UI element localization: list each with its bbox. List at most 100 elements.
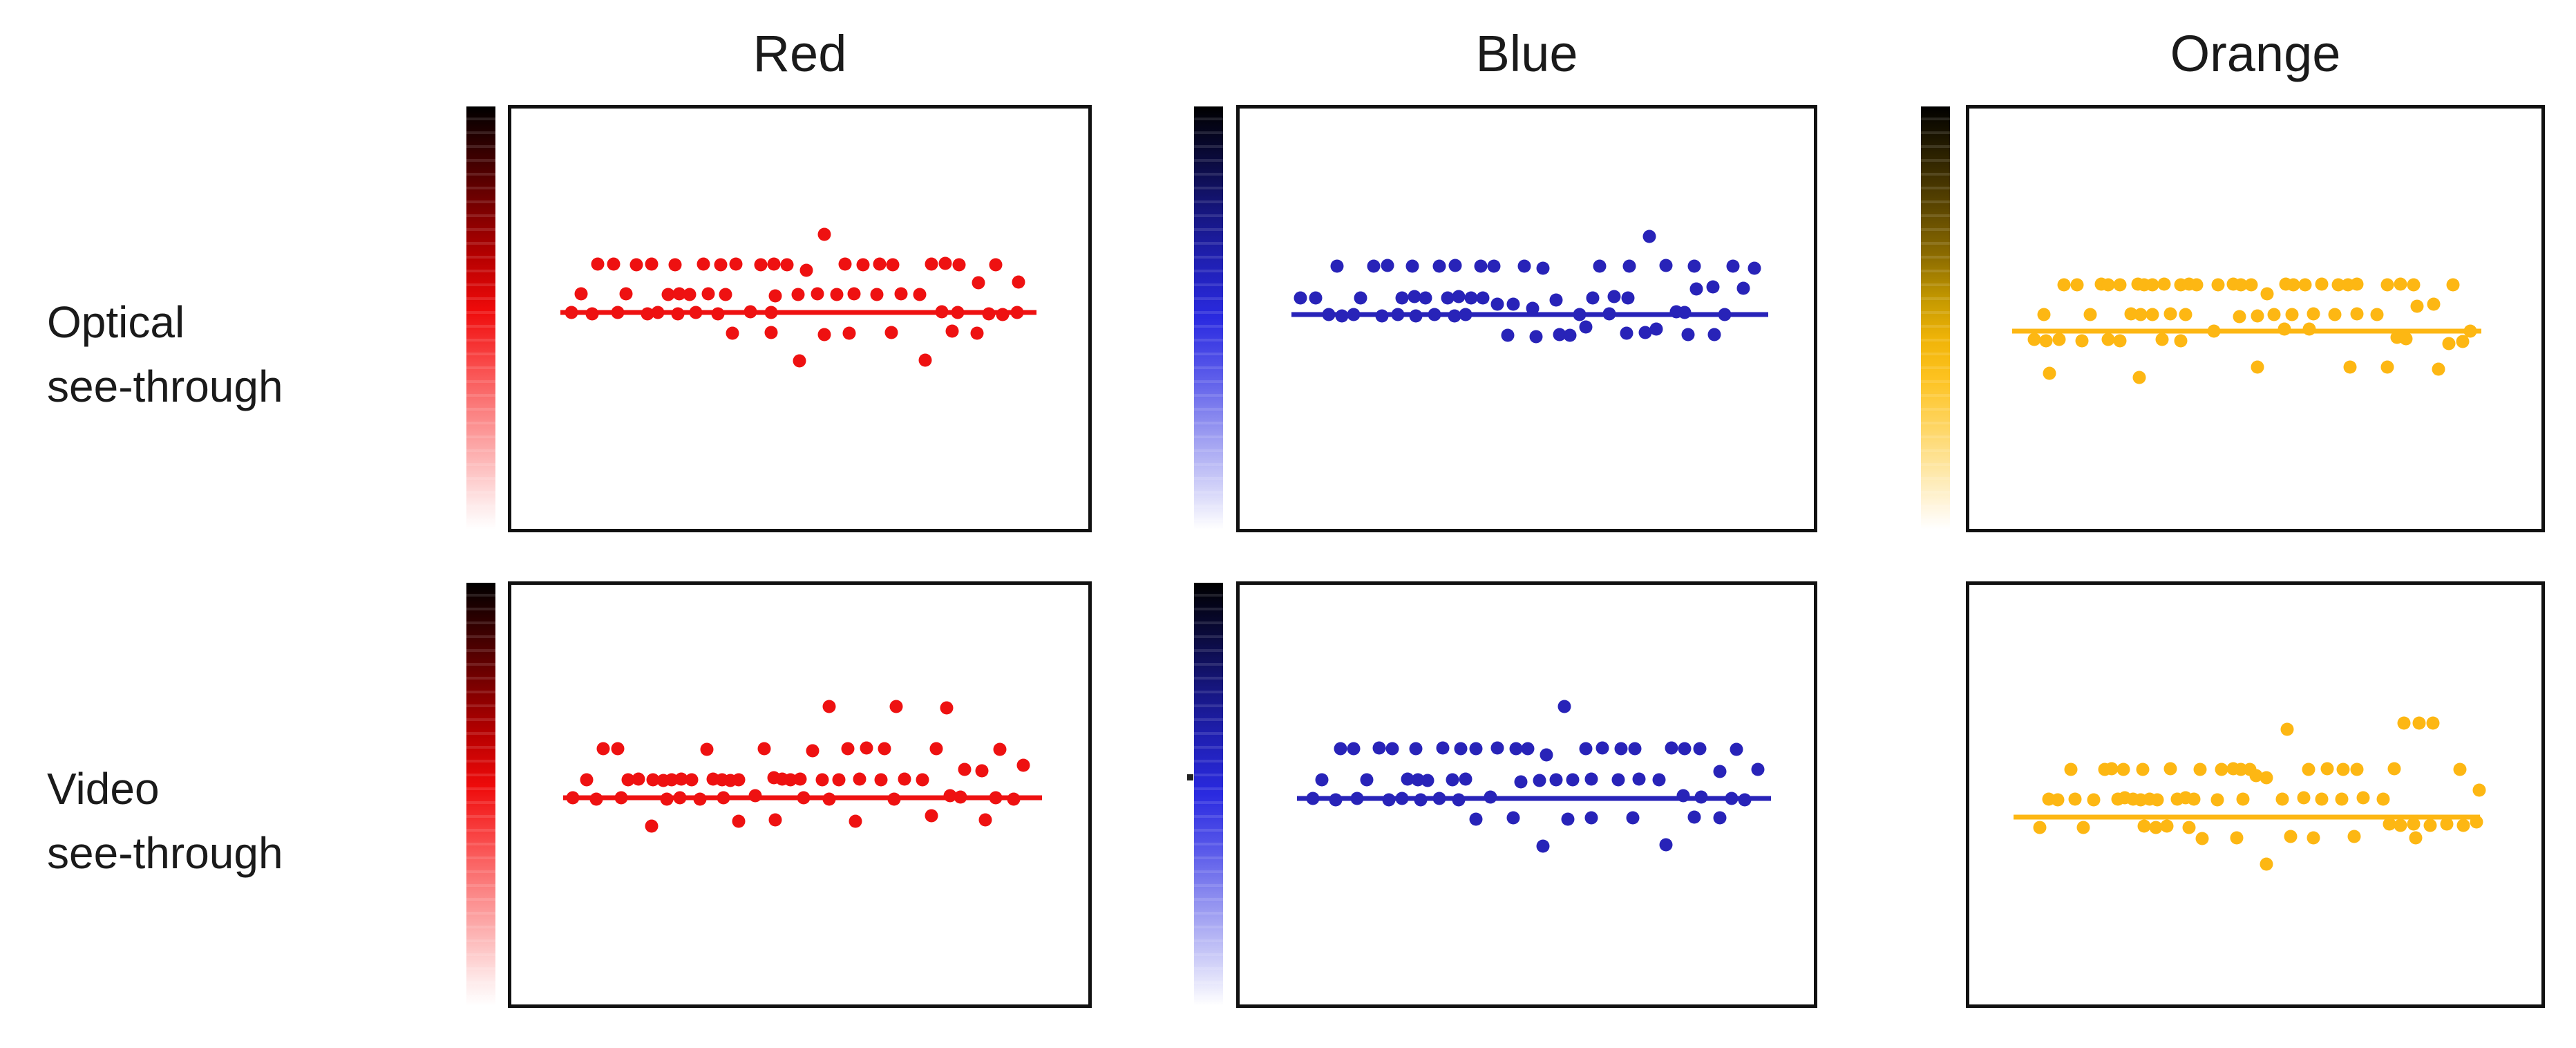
trend-line (1297, 796, 1772, 801)
data-point (940, 701, 954, 715)
data-point (838, 257, 852, 271)
data-point (1382, 793, 1396, 807)
data-point (972, 276, 985, 290)
data-point (1628, 742, 1642, 756)
data-point (1506, 297, 1520, 311)
column-title-orange: Orange (2170, 25, 2341, 82)
data-point (589, 792, 603, 806)
data-point (1347, 308, 1361, 321)
data-point (1736, 281, 1750, 295)
data-point (822, 700, 836, 713)
data-point (2070, 278, 2084, 292)
data-point (1678, 742, 1692, 756)
panel-red-video (508, 581, 1092, 1008)
data-point (1540, 748, 1553, 762)
data-point (683, 288, 697, 301)
data-point (898, 772, 911, 786)
data-point (1586, 291, 1600, 305)
data-point (764, 326, 778, 339)
data-point (621, 773, 635, 787)
data-point (2190, 278, 2204, 292)
data-point (2260, 857, 2273, 871)
data-point (2210, 793, 2224, 807)
data-point (841, 742, 855, 756)
data-point (1687, 810, 1701, 824)
data-point (607, 257, 621, 271)
data-point (793, 772, 807, 786)
data-point (2472, 783, 2486, 797)
data-point (1649, 322, 1663, 336)
data-point (817, 328, 831, 341)
data-point (714, 258, 728, 272)
colorbar-banding (466, 583, 495, 1006)
data-point (1689, 282, 1703, 296)
data-point (645, 819, 659, 833)
data-point (2267, 308, 2281, 321)
data-point (925, 257, 938, 271)
data-point (918, 353, 932, 367)
data-point (1566, 773, 1580, 787)
colorbar-red-optical (466, 106, 495, 530)
colorbar-blue-video (1194, 583, 1223, 1006)
data-point (1622, 259, 1636, 273)
data-point (668, 258, 682, 272)
data-point (996, 308, 1010, 321)
data-point (1309, 291, 1323, 305)
data-point (993, 742, 1007, 756)
data-point (2234, 278, 2248, 292)
data-point (2277, 322, 2291, 336)
data-point (797, 791, 811, 805)
data-point (729, 257, 743, 271)
data-point (619, 287, 633, 301)
data-point (1414, 793, 1428, 807)
data-point (2215, 762, 2228, 776)
data-point (1334, 742, 1347, 756)
data-point (2407, 817, 2421, 831)
data-point (2155, 333, 2169, 346)
trend-line (1291, 312, 1768, 317)
data-point (2380, 278, 2394, 292)
data-point (1474, 259, 1488, 273)
data-point (685, 773, 699, 787)
panel-orange-optical (1966, 105, 2545, 532)
data-point (1428, 308, 1441, 321)
data-point (1676, 789, 1690, 803)
data-point (711, 307, 725, 321)
data-point (673, 791, 687, 805)
colorbar-banding (1194, 106, 1223, 530)
data-point (2307, 307, 2320, 321)
data-point (1533, 774, 1546, 787)
data-point (717, 791, 730, 805)
data-point (1602, 307, 1616, 321)
data-point (1421, 774, 1434, 787)
data-point (873, 257, 887, 271)
data-point (1584, 811, 1598, 825)
data-point (585, 307, 599, 321)
data-point (1448, 259, 1462, 272)
data-point (1360, 773, 1374, 787)
data-point (2399, 332, 2413, 346)
data-point (671, 307, 685, 321)
data-point (791, 288, 805, 301)
data-point (2432, 362, 2445, 376)
data-point (1593, 259, 1607, 273)
data-point (574, 287, 588, 301)
data-point (1401, 772, 1414, 786)
data-point (2230, 831, 2244, 845)
data-point (1487, 259, 1501, 273)
data-point (1506, 811, 1520, 825)
data-point (689, 306, 703, 319)
data-point (830, 288, 844, 301)
data-point (1335, 309, 1349, 323)
data-point (1454, 742, 1468, 756)
data-point (887, 792, 901, 806)
panel-blue-optical (1236, 105, 1817, 532)
data-point (878, 742, 891, 756)
data-point (1469, 742, 1483, 756)
data-point (1626, 811, 1640, 825)
data-point (1517, 259, 1531, 273)
data-point (1579, 320, 1593, 334)
data-point (958, 762, 972, 776)
data-point (2057, 278, 2071, 292)
data-point (1584, 772, 1598, 786)
